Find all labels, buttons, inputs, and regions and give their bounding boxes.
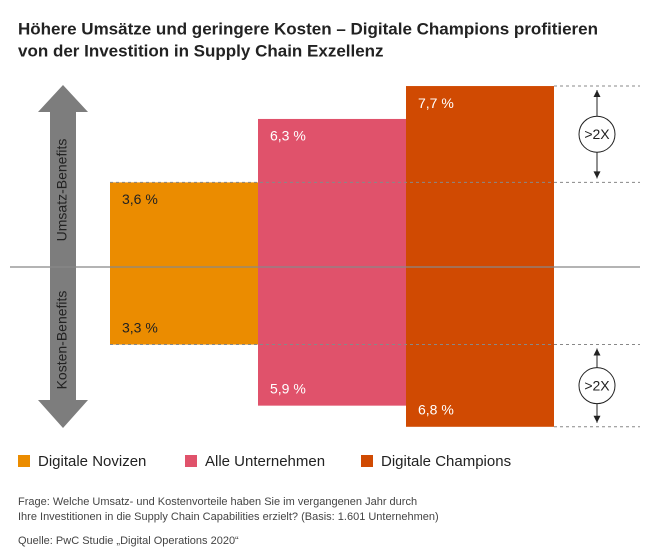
value-label: 6,8 %: [418, 402, 454, 418]
legend-swatch: [185, 455, 197, 467]
value-label: 3,3 %: [122, 319, 158, 335]
annotation: >2X: [584, 126, 610, 142]
value-label: 3,6 %: [122, 191, 158, 207]
value-label: 6,3 %: [270, 128, 306, 144]
value-label: 7,7 %: [418, 95, 454, 111]
bar: [406, 86, 554, 267]
value-label: 5,9 %: [270, 380, 306, 396]
source: Quelle: PwC Studie „Digital Operations 2…: [18, 535, 239, 547]
arrow-head: [593, 171, 601, 179]
chart-title: Höhere Umsätze und geringere Kosten – Di…: [18, 19, 598, 38]
legend-label: Digitale Champions: [381, 453, 511, 470]
footnote: Frage: Welche Umsatz- und Kostenvorteile…: [18, 496, 417, 508]
annotation-circle: [578, 115, 616, 153]
legend-swatch: [361, 455, 373, 467]
arrow-head: [593, 415, 601, 423]
bar: [110, 182, 258, 267]
legend-label: Alle Unternehmen: [205, 453, 325, 470]
bar: [406, 267, 554, 427]
bar: [258, 118, 406, 267]
bar: [110, 267, 258, 345]
arrow-head: [593, 348, 601, 356]
bar: [258, 267, 406, 406]
legend-label: Digitale Novizen: [38, 453, 146, 470]
chart-title: von der Investition in Supply Chain Exze…: [18, 41, 384, 60]
annotation-circle: [578, 367, 616, 405]
category-label: Umsatz-Benefits: [54, 139, 70, 242]
axis-arrow: [38, 85, 88, 428]
legend-swatch: [18, 455, 30, 467]
arrow-head: [593, 90, 601, 98]
annotation: >2X: [584, 377, 610, 393]
footnote: Ihre Investitionen in die Supply Chain C…: [18, 511, 439, 523]
category-label: Kosten-Benefits: [54, 291, 70, 390]
